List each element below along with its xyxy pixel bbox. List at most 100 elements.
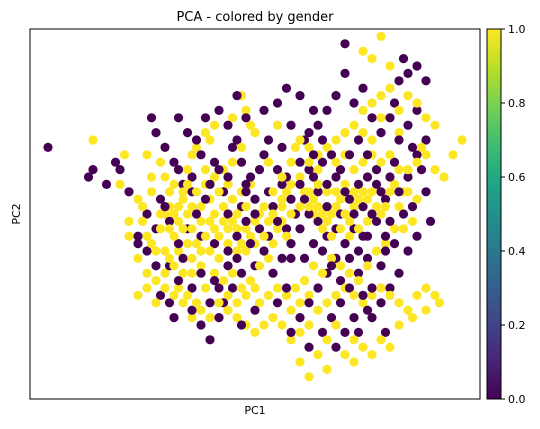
scatter-point xyxy=(331,342,341,352)
scatter-point xyxy=(380,327,391,337)
scatter-point xyxy=(191,142,202,152)
scatter-point xyxy=(223,261,233,271)
scatter-point xyxy=(250,305,260,315)
scatter-point xyxy=(403,165,413,175)
scatter-point xyxy=(376,298,386,308)
scatter-point xyxy=(380,202,391,212)
scatter-point xyxy=(232,135,242,145)
scatter-point xyxy=(196,216,206,226)
scatter-point xyxy=(376,113,386,123)
scatter-point xyxy=(286,157,296,167)
scatter-point xyxy=(182,209,193,219)
scatter-point xyxy=(173,239,184,249)
scatter-point xyxy=(281,283,292,293)
scatter-point xyxy=(358,157,368,167)
scatter-point xyxy=(227,113,238,123)
scatter-point xyxy=(218,276,229,286)
scatter-point xyxy=(205,298,215,308)
scatter-point xyxy=(281,187,292,197)
scatter-point xyxy=(241,113,251,123)
scatter-point xyxy=(412,231,422,241)
scatter-point xyxy=(304,128,314,138)
scatter-point xyxy=(367,54,377,64)
scatter-point xyxy=(344,253,355,263)
scatter-point xyxy=(164,298,175,308)
scatter-point xyxy=(358,298,368,308)
scatter-point xyxy=(340,39,350,49)
scatter-point xyxy=(191,298,202,308)
scatter-point xyxy=(272,283,283,293)
scatter-point xyxy=(142,268,152,278)
scatter-point xyxy=(349,335,359,345)
scatter-point xyxy=(295,298,305,308)
scatter-point xyxy=(254,165,265,175)
scatter-point xyxy=(281,224,292,234)
scatter-point xyxy=(295,327,305,337)
scatter-point xyxy=(223,224,233,234)
scatter-point xyxy=(349,313,359,323)
scatter-point xyxy=(416,142,427,152)
scatter-point xyxy=(407,313,418,323)
scatter-point xyxy=(272,165,283,175)
scatter-point xyxy=(232,91,242,101)
scatter-point xyxy=(142,209,152,219)
scatter-point xyxy=(254,224,265,234)
scatter-point xyxy=(142,231,152,241)
scatter-point xyxy=(313,165,323,175)
scatter-point xyxy=(209,157,220,167)
scatter-point xyxy=(277,142,287,152)
scatter-point xyxy=(367,290,377,300)
scatter-point xyxy=(335,194,346,204)
scatter-point xyxy=(439,172,449,182)
scatter-point xyxy=(313,305,323,315)
scatter-point xyxy=(331,91,341,101)
colorbar-tick-label: 0.8 xyxy=(508,97,526,110)
scatter-point xyxy=(223,209,233,219)
scatter-point xyxy=(304,290,314,300)
scatter-point xyxy=(214,105,224,115)
scatter-point xyxy=(142,283,152,293)
scatter-point xyxy=(286,194,296,204)
scatter-point xyxy=(335,224,346,234)
scatter-point xyxy=(340,239,350,249)
scatter-point xyxy=(349,98,359,108)
scatter-point xyxy=(376,209,386,219)
scatter-point xyxy=(358,105,368,115)
scatter-point xyxy=(371,165,382,175)
scatter-point xyxy=(385,83,395,93)
scatter-point xyxy=(254,298,265,308)
scatter-point xyxy=(322,142,332,152)
scatter-point xyxy=(241,216,251,226)
scatter-point xyxy=(394,105,404,115)
scatter-point xyxy=(344,216,355,226)
scatter-point xyxy=(272,98,283,108)
scatter-point xyxy=(268,239,278,249)
scatter-point xyxy=(421,187,431,197)
scatter-point xyxy=(335,165,346,175)
scatter-point xyxy=(407,142,418,152)
scatter-point xyxy=(313,283,323,293)
colorbar-tick-label: 0.0 xyxy=(508,393,526,406)
scatter-point xyxy=(349,202,359,212)
scatter-point xyxy=(358,231,368,241)
scatter-point xyxy=(241,202,251,212)
scatter-point xyxy=(124,187,134,197)
scatter-point xyxy=(272,298,283,308)
scatter-point xyxy=(412,290,422,300)
scatter-point xyxy=(385,290,395,300)
scatter-point xyxy=(250,216,260,226)
scatter-point xyxy=(205,216,215,226)
scatter-point xyxy=(295,157,305,167)
scatter-point xyxy=(205,313,215,323)
scatter-point xyxy=(376,261,386,271)
scatter-point xyxy=(331,172,341,182)
scatter-point xyxy=(200,165,211,175)
scatter-point xyxy=(358,83,368,93)
scatter-point xyxy=(182,165,193,175)
scatter-point xyxy=(290,142,301,152)
scatter-point xyxy=(371,202,382,212)
scatter-point xyxy=(353,327,364,337)
scatter-point xyxy=(160,202,170,212)
scatter-point xyxy=(322,187,332,197)
scatter-point xyxy=(223,290,233,300)
